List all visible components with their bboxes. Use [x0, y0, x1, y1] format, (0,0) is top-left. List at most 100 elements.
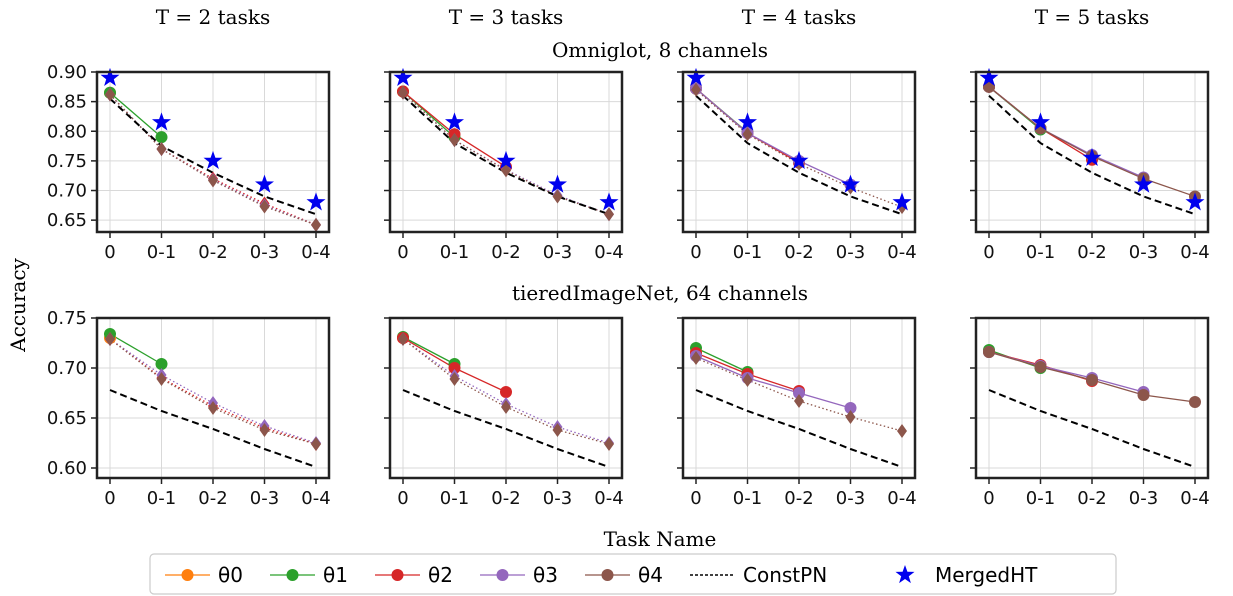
- data-point: [208, 401, 218, 415]
- data-point: [599, 192, 619, 211]
- y-tick-label: 0.65: [47, 210, 87, 231]
- data-point: [845, 410, 856, 424]
- x-tick-label: 0-3: [543, 242, 572, 263]
- x-tick-label: 0-2: [198, 488, 227, 509]
- x-tick-label: 0-3: [1129, 242, 1158, 263]
- legend-item-1: θ1: [270, 563, 348, 587]
- series-line: [402, 94, 610, 216]
- x-tick-label: 0-4: [301, 242, 330, 263]
- x-tick-label: 0-1: [733, 242, 762, 263]
- data-point: [897, 424, 907, 438]
- y-tick-label: 0.75: [47, 151, 87, 172]
- legend-marker: [496, 569, 509, 581]
- panel-frame: [95, 70, 331, 234]
- legend-box: [149, 553, 1117, 595]
- data-point: [1185, 192, 1205, 211]
- data-point: [306, 192, 326, 211]
- y-tick-label: 0.80: [47, 121, 87, 142]
- data-point: [1189, 396, 1201, 408]
- data-point: [691, 351, 701, 365]
- series-line: [402, 336, 455, 365]
- data-point: [1082, 147, 1102, 166]
- column-title-3: T = 5 tasks: [1035, 5, 1150, 29]
- y-tick-label: 0.70: [47, 358, 87, 379]
- data-point: [105, 87, 115, 102]
- data-point: [1086, 374, 1098, 386]
- x-tick-label: 0-4: [301, 488, 330, 509]
- data-point: [691, 82, 701, 97]
- data-point: [259, 199, 270, 214]
- data-point: [496, 150, 516, 169]
- legend-item-2: θ2: [375, 563, 453, 587]
- legend-label: θ2: [428, 563, 453, 587]
- legend-marker: [391, 569, 404, 581]
- legend-item-0: θ0: [165, 563, 243, 587]
- x-tick-label: 0-1: [147, 488, 176, 509]
- data-point: [152, 112, 171, 131]
- x-tick-label: 0: [690, 242, 701, 263]
- y-tick-label: 0.60: [47, 458, 87, 479]
- x-tick-label: 0-4: [887, 488, 916, 509]
- x-tick-label: 0-4: [594, 242, 623, 263]
- panel-1-2: 0 0-1 0-2 0-3 0-4: [677, 316, 917, 509]
- x-tick-label: 0-2: [784, 488, 813, 509]
- x-tick-label: 0-2: [1077, 488, 1106, 509]
- x-tick-label: 0-2: [491, 242, 520, 263]
- x-tick-label: 0-4: [887, 242, 916, 263]
- x-tick-label: 0-1: [440, 242, 469, 263]
- x-tick-label: 0-4: [594, 488, 623, 509]
- data-point: [552, 423, 563, 437]
- data-point: [1034, 361, 1047, 373]
- data-point: [398, 85, 408, 100]
- x-tick-label: 0-3: [250, 242, 279, 263]
- x-tick-label: 0: [104, 242, 115, 263]
- panel-1-1: 0 0-1 0-2 0-3 0-4: [384, 316, 624, 509]
- data-point: [398, 332, 408, 346]
- legend-label: θ1: [323, 563, 348, 587]
- data-point: [604, 207, 614, 222]
- panel-frame: [974, 316, 1210, 480]
- data-point: [501, 400, 511, 414]
- x-tick-label: 0: [983, 242, 994, 263]
- legend-item-6: MergedHT: [895, 563, 1038, 587]
- series-line: [109, 333, 162, 365]
- data-point: [979, 67, 999, 86]
- data-point: [449, 372, 460, 386]
- data-point: [738, 112, 757, 131]
- data-point: [156, 372, 167, 386]
- x-axis-label: Task Name: [604, 527, 717, 551]
- legend-marker: [181, 569, 194, 581]
- panel-frame: [388, 316, 624, 480]
- data-point: [500, 386, 512, 398]
- panel-1-3: 0 0-1 0-2 0-3 0-4: [970, 316, 1210, 509]
- panel-0-1: 0 0-1 0-2 0-3 0-4: [384, 67, 624, 263]
- series-line: [109, 338, 317, 445]
- data-point: [1031, 112, 1050, 131]
- series-line: [695, 347, 748, 373]
- x-tick-label: 0-3: [836, 242, 865, 263]
- series-line: [695, 89, 903, 208]
- legend-marker: [601, 569, 614, 581]
- y-tick-label: 0.70: [47, 181, 87, 202]
- data-point: [501, 163, 511, 178]
- data-point: [841, 174, 860, 193]
- data-point: [105, 332, 115, 346]
- series-line: [109, 92, 162, 138]
- x-tick-label: 0-3: [836, 488, 865, 509]
- row-title-0: Omniglot, 8 channels: [552, 38, 768, 62]
- x-tick-label: 0-3: [543, 488, 572, 509]
- legend-item-4: θ4: [585, 563, 663, 587]
- panel-0-3: 0 0-1 0-2 0-3 0-4: [970, 67, 1210, 263]
- series-line: [109, 389, 317, 468]
- series-line: [695, 389, 903, 468]
- legend-item-3: θ3: [480, 563, 558, 587]
- data-point: [793, 387, 805, 399]
- legend: θ0 θ1 θ2 θ3 θ4 ConstPN MergedHT: [149, 553, 1117, 595]
- x-tick-label: 0-4: [1180, 488, 1209, 509]
- series-line: [988, 94, 1196, 216]
- x-tick-label: 0-1: [733, 488, 762, 509]
- legend-label: θ0: [218, 563, 243, 587]
- x-tick-label: 0-1: [440, 488, 469, 509]
- data-point: [393, 67, 413, 86]
